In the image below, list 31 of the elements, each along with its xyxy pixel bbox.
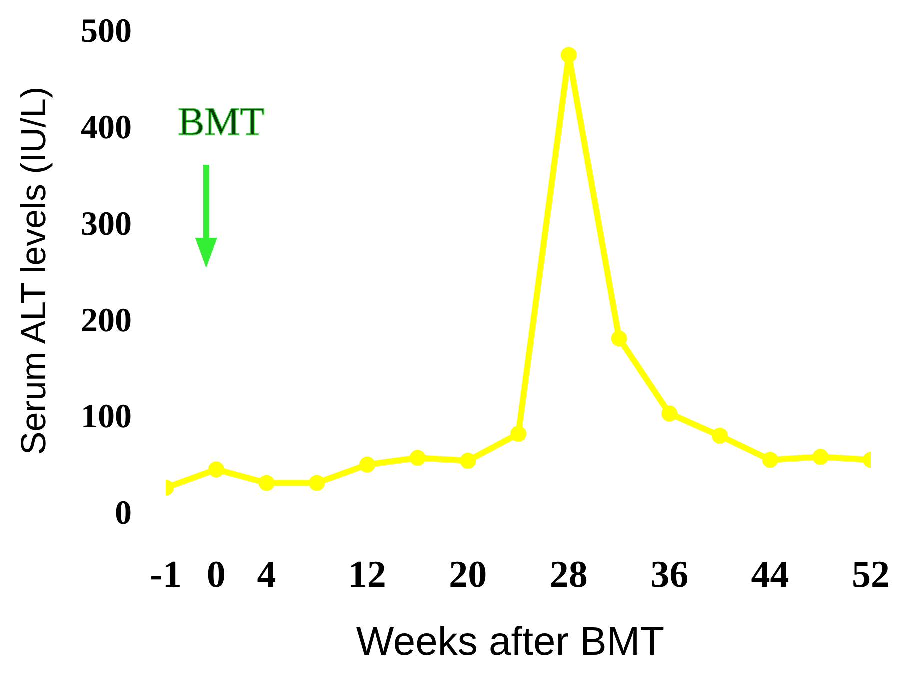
point [611,330,628,346]
point [662,406,678,422]
point [812,449,829,466]
x-tick-label: 44 [751,554,790,596]
annotation: BMT [178,99,265,144]
x-tick-label: 4 [257,554,276,596]
x-tick-label: 36 [650,554,689,596]
x-tick-label: 28 [550,554,588,596]
y-tick-label: 200 [81,302,132,340]
point [258,475,275,492]
point [560,47,577,64]
point [208,462,224,478]
point [410,450,426,466]
point [309,475,326,492]
x-tick-label: 20 [449,554,488,596]
y-tick-label: 300 [81,206,132,243]
y-tick-label: 0 [115,495,132,532]
x-tick-label: 0 [206,554,226,596]
x-tick-label: 52 [852,554,890,596]
point [510,426,526,442]
point [359,456,376,473]
x-tick-label: 12 [348,554,386,596]
point [712,428,728,444]
y-tick-label: 500 [81,13,132,50]
point [762,452,778,468]
y-tick-label: 400 [81,109,132,146]
x-axis-title: Weeks after BMT [356,620,665,664]
x-tick-label: -1 [150,554,182,596]
y-axis-title: Serum ALT levels (IU/L) [14,86,54,456]
y-tick-label: 100 [81,398,132,436]
point [460,452,476,469]
